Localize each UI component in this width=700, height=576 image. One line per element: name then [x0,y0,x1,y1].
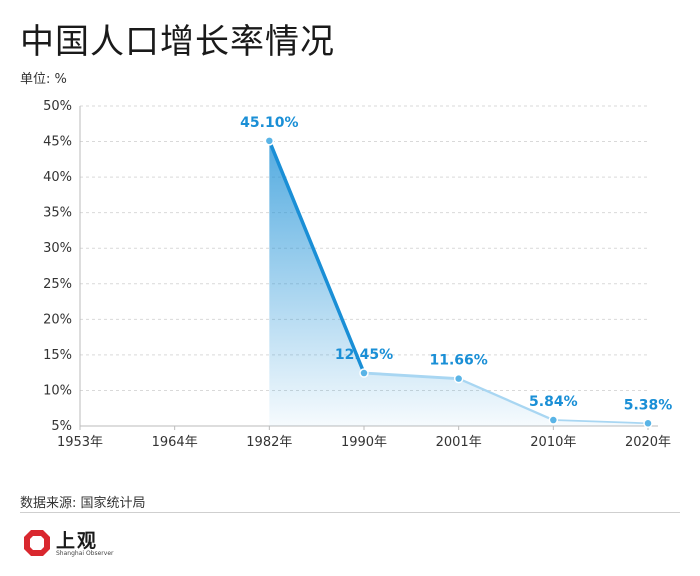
x-tick-label: 1953年 [57,435,103,450]
y-tick-label: 45% [43,135,72,150]
y-tick-label: 20% [43,312,72,327]
data-value-label: 45.10% [240,115,298,131]
unit-label: 单位: % [20,72,67,87]
y-tick-label: 40% [43,170,72,185]
series-line-segment [457,377,555,422]
line-chart: 5% 10% 15% 20% 25% 30% 35% 40% 45% 50% 1953年 1964年 1… [43,99,672,450]
data-source: 数据来源: 国家统计局 [20,496,146,511]
series-line [267,139,649,425]
footer-divider [20,512,680,513]
data-point-marker [453,373,464,384]
data-value-label: 12.45% [335,347,393,363]
y-tick-label: 10% [43,383,72,398]
data-point-marker [548,415,559,425]
y-tick-label: 25% [43,277,72,292]
series-line-segment [362,371,461,381]
data-value-label: 5.38% [624,397,673,413]
logo-subtext: Shanghai Observer [56,550,114,557]
y-tick-label: 50% [43,99,72,114]
x-tick-label: 1990年 [341,435,387,450]
area-shape [269,140,648,426]
y-tick-label: 5% [51,419,72,434]
x-tick-label: 2010年 [530,435,576,450]
data-point-marker [264,136,275,146]
y-tick-label: 30% [43,241,72,256]
x-tick-label: 1964年 [152,435,198,450]
x-tick-label: 1982年 [246,435,292,450]
data-value-label: 5.84% [529,394,578,410]
data-markers [264,136,653,429]
data-value-label: 11.66% [430,353,488,369]
y-tick-label: 35% [43,206,72,221]
area-fill [269,140,648,426]
logo-octagon-icon [24,530,50,556]
series-line-segment [552,419,649,425]
series-line-segment [267,139,366,375]
shanghai-observer-logo: 上观 Shanghai Observer [22,528,182,562]
chart-title: 中国人口增长率情况 [20,22,335,62]
x-tick-label: 2001年 [436,435,482,450]
axes: 5% 10% 15% 20% 25% 30% 35% 40% 45% 50% 1953年 1964年 1… [43,99,671,450]
y-tick-label: 15% [43,348,72,363]
data-point-marker [359,368,369,378]
data-point-marker [643,418,653,429]
data-labels: 45.10% 12.45% 11.66% 5.84% 5.38% [240,115,672,413]
logo-text: 上观 [56,530,99,552]
x-tick-label: 2020年 [625,435,671,450]
